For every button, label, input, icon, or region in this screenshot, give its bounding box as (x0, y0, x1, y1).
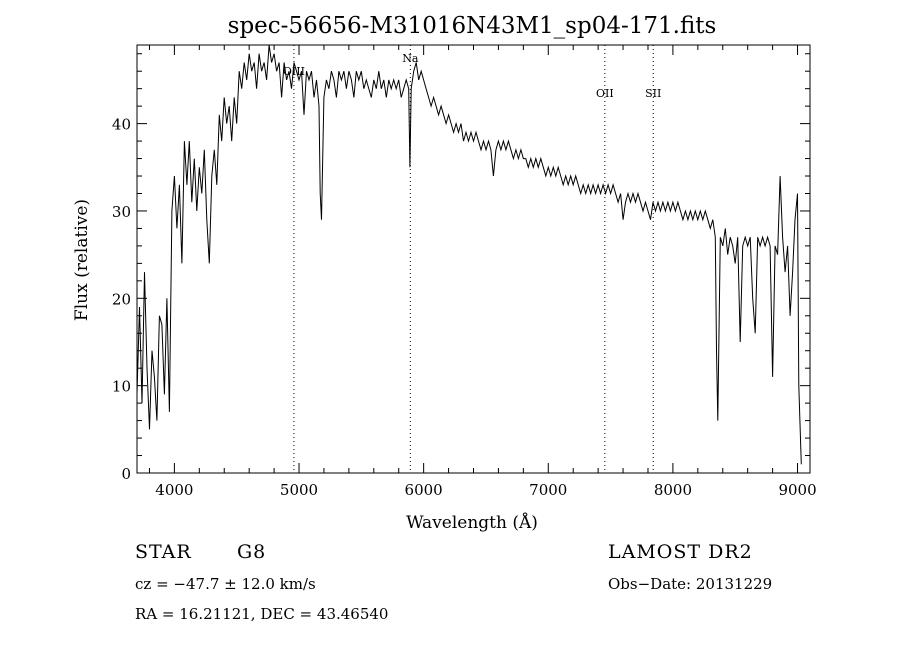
object-class: STAR (135, 541, 192, 563)
y-tick-label: 10 (112, 378, 131, 396)
axes: 4000 5000 6000 7000 8000 9000 0 10 20 30 40 (112, 44, 817, 499)
y-tick-label: 40 (112, 116, 131, 134)
object-subclass: G8 (237, 541, 267, 563)
spectrum-series (136, 44, 802, 465)
annotation-label-oiii: OIII (283, 65, 305, 78)
x-tick-label: 7000 (529, 481, 567, 499)
y-tick-label: 0 (121, 465, 131, 483)
plot-frame (136, 44, 811, 474)
x-tick-label: 9000 (778, 481, 816, 499)
x-tick-label: 8000 (654, 481, 692, 499)
spectrum-line-0 (136, 44, 802, 465)
annotation-label-sii: SII (645, 87, 661, 100)
x-tick-label: 4000 (155, 481, 193, 499)
obs-date-text: Obs−Date: 20131229 (608, 575, 773, 593)
annotation-label-oii: OII (596, 87, 614, 100)
annotation-lines (293, 45, 654, 473)
redshift-text: cz = −47.7 ± 12.0 km/s (135, 575, 316, 593)
coordinates-text: RA = 16.21121, DEC = 43.46540 (135, 605, 389, 623)
y-axis-label: Flux (relative) (72, 199, 92, 321)
y-tick-label: 20 (112, 290, 131, 308)
x-axis-label: Wavelength (Å) (406, 512, 538, 533)
x-tick-label: 6000 (405, 481, 443, 499)
x-tick-label: 5000 (280, 481, 318, 499)
survey-name: LAMOST DR2 (608, 541, 753, 563)
chart-title: spec-56656-M31016N43M1_sp04-171.fits (228, 13, 717, 39)
y-tick-label: 30 (112, 203, 131, 221)
annotation-label-na: Na (402, 52, 419, 65)
annotation-labels: OIII Na OII SII (283, 52, 661, 100)
